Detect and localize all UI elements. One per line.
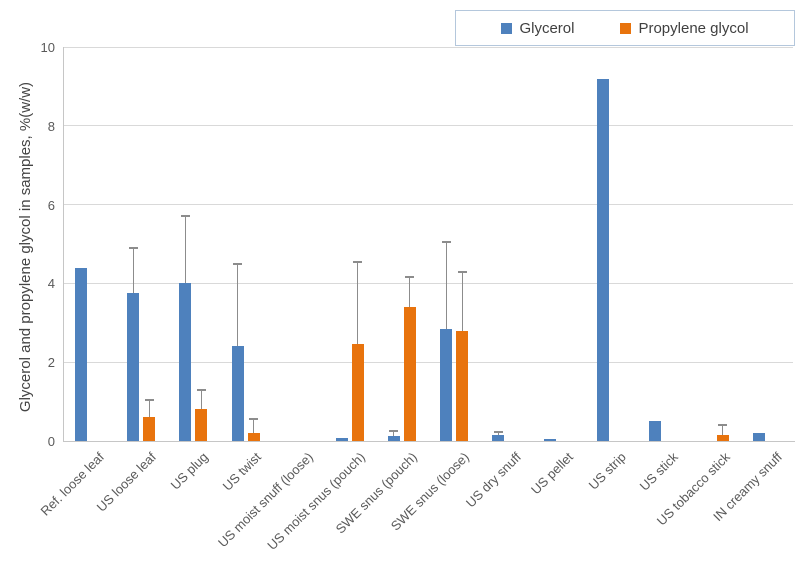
error-bar-cap — [405, 276, 415, 279]
x-axis-line — [63, 441, 795, 442]
error-bar-line — [461, 271, 463, 331]
bar-glycerol-9 — [544, 439, 557, 441]
error-bar-line — [393, 431, 395, 437]
y-tick-label: 6 — [47, 197, 55, 213]
error-bar-cap — [128, 246, 138, 249]
y-tick-label: 10 — [40, 40, 55, 55]
gridline-4 — [63, 282, 793, 284]
legend-label-glycerol: Glycerol — [519, 19, 575, 37]
error-bar-cap — [389, 430, 399, 433]
bar-propylene-glycol-2 — [195, 409, 208, 441]
y-tick-label: 2 — [47, 355, 55, 371]
error-bar-line — [132, 247, 134, 294]
error-bar-cap — [196, 388, 206, 391]
error-bar-cap — [718, 424, 728, 427]
error-bar-line — [497, 432, 499, 436]
error-bar-line — [148, 399, 150, 418]
error-bar-line — [409, 277, 411, 308]
error-bar-cap — [144, 398, 154, 401]
error-bar-line — [237, 263, 238, 347]
error-bar-line — [200, 389, 202, 410]
legend-label-propylene-glycol: Propylene glycol — [638, 19, 749, 37]
error-bar-line — [184, 216, 186, 284]
error-bar-line — [722, 425, 724, 436]
bar-propylene-glycol-12 — [716, 435, 729, 441]
bar-propylene-glycol-1 — [143, 417, 156, 441]
bar-glycerol-7 — [440, 328, 453, 441]
y-tick-label: 8 — [47, 118, 55, 134]
y-tick-label: 4 — [47, 276, 55, 292]
legend-item-glycerol: Glycerol — [501, 20, 574, 37]
bar-glycerol-2 — [179, 283, 192, 441]
error-bar-cap — [353, 260, 363, 263]
error-bar-cap — [457, 270, 467, 273]
error-bar-line — [253, 419, 254, 434]
error-bar-cap — [233, 262, 242, 265]
y-axis-title: Glycerol and propylene glycol in samples… — [17, 81, 34, 413]
bar-glycerol-10 — [596, 78, 609, 441]
bar-glycerol-0 — [75, 267, 88, 441]
bar-propylene-glycol-3 — [247, 433, 260, 441]
error-bar-cap — [493, 431, 503, 434]
bar-glycerol-8 — [492, 435, 505, 441]
y-axis-line — [63, 47, 64, 441]
bar-propylene-glycol-5 — [351, 344, 364, 441]
y-tick-label: 0 — [47, 434, 55, 449]
gridline-6 — [63, 204, 793, 206]
bar-glycerol-11 — [648, 421, 661, 441]
bar-glycerol-13 — [752, 433, 765, 441]
legend-item-propylene-glycol: Propylene glycol — [620, 19, 749, 37]
bar-propylene-glycol-7 — [456, 330, 469, 441]
bar-glycerol-3 — [231, 346, 244, 441]
gridline-2 — [63, 361, 793, 363]
legend: Glycerol Propylene glycol — [455, 10, 795, 46]
bar-propylene-glycol-6 — [403, 307, 416, 441]
bar-glycerol-1 — [127, 293, 140, 441]
error-bar-line — [445, 242, 447, 329]
error-bar-line — [357, 261, 359, 345]
error-bar-cap — [249, 418, 258, 421]
gridline-10 — [63, 46, 793, 48]
legend-swatch-propylene-glycol-icon — [620, 22, 632, 34]
legend-swatch-glycerol-icon — [501, 22, 513, 34]
error-bar-cap — [441, 241, 451, 244]
bar-glycerol-5 — [335, 438, 348, 441]
gridline-8 — [63, 125, 793, 127]
error-bar-cap — [180, 215, 190, 218]
bar-glycerol-6 — [387, 436, 400, 441]
